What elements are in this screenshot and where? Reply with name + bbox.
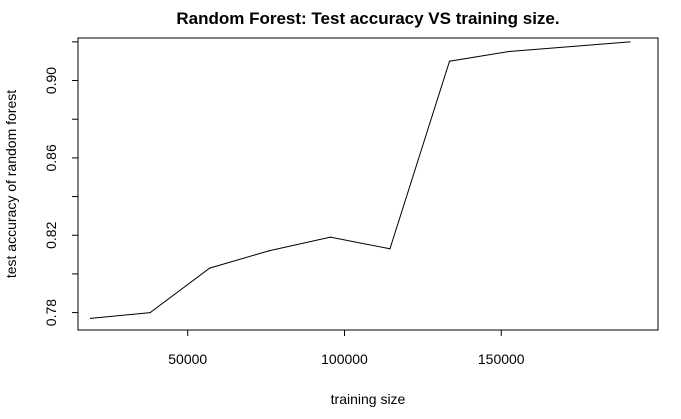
y-tick-label: 0.78	[43, 299, 59, 326]
x-axis-label: training size	[331, 391, 406, 407]
x-tick-label: 50000	[168, 351, 207, 367]
series-line	[90, 41, 630, 319]
x-tick-label: 150000	[478, 351, 525, 367]
y-tick-label: 0.90	[43, 67, 59, 94]
data-point	[329, 236, 331, 238]
data-point	[389, 248, 391, 250]
data-point	[149, 311, 151, 314]
data-points	[89, 41, 631, 319]
data-point	[89, 317, 92, 319]
y-tick-label: 0.86	[43, 144, 59, 171]
y-axis-label: test accuracy of random forest	[3, 90, 19, 278]
y-tick-label: 0.82	[43, 221, 59, 248]
chart-title: Random Forest: Test accuracy VS training…	[176, 9, 559, 28]
x-axis: 50000 100000 150000	[168, 330, 525, 367]
x-tick-label: 100000	[321, 351, 368, 367]
data-point	[209, 267, 211, 269]
data-point	[268, 250, 270, 252]
data-point	[448, 60, 451, 62]
data-point	[629, 41, 631, 43]
y-axis: 0.78 0.82 0.86 0.90	[43, 41, 78, 326]
plot-frame	[77, 37, 659, 331]
data-point	[508, 50, 510, 53]
